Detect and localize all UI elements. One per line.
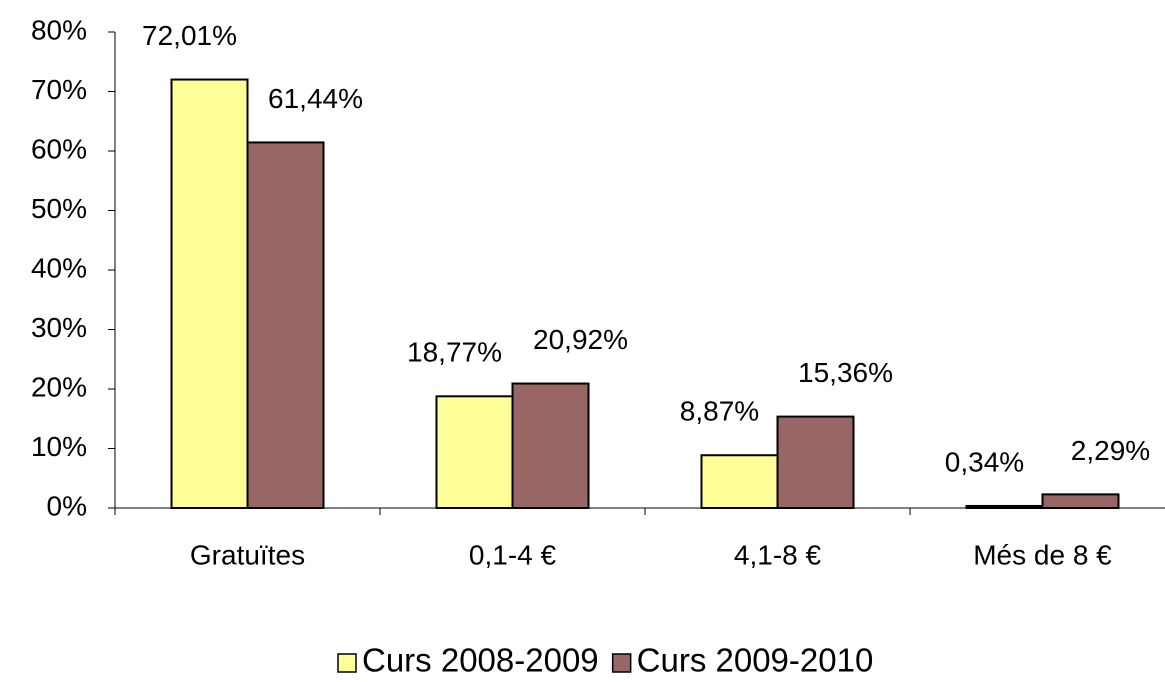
legend-swatch: [337, 653, 357, 673]
legend: Curs 2008-2009 Curs 2009-2010: [337, 642, 874, 679]
value-label: 2,29%: [1071, 435, 1150, 466]
bar: [170, 78, 249, 509]
x-tick-label: 0,1-4 €: [469, 539, 557, 570]
bar: [700, 454, 779, 510]
x-tick-label: Més de 8 €: [973, 539, 1112, 570]
value-label: 0,34%: [945, 446, 1024, 477]
y-tick-label: 80%: [31, 14, 87, 45]
legend-label: Curs 2008-2009: [362, 642, 599, 679]
bar: [965, 504, 1044, 509]
x-tick-label: 4,1-8 €: [734, 539, 822, 570]
legend-swatch: [611, 653, 632, 673]
y-tick-label: 0%: [47, 490, 87, 521]
value-label: 15,36%: [798, 357, 893, 388]
legend-label: Curs 2009-2010: [637, 642, 874, 679]
y-tick-label: 50%: [31, 193, 87, 224]
bar: [1041, 493, 1120, 510]
y-tick-label: 30%: [31, 312, 87, 343]
bar: [511, 382, 590, 509]
value-label: 8,87%: [680, 396, 759, 427]
value-label: 72,01%: [142, 20, 237, 51]
bar: [246, 141, 325, 509]
y-tick-label: 40%: [31, 252, 87, 283]
bar: [776, 415, 855, 509]
y-tick-label: 60%: [31, 133, 87, 164]
value-label: 20,92%: [533, 324, 628, 355]
value-label: 61,44%: [268, 83, 363, 114]
y-tick-label: 20%: [31, 371, 87, 402]
y-tick-label: 10%: [31, 431, 87, 462]
y-tick-label: 70%: [31, 74, 87, 105]
value-label: 18,77%: [407, 337, 502, 368]
bar: [435, 395, 514, 510]
x-tick-label: Gratuïtes: [190, 539, 305, 570]
